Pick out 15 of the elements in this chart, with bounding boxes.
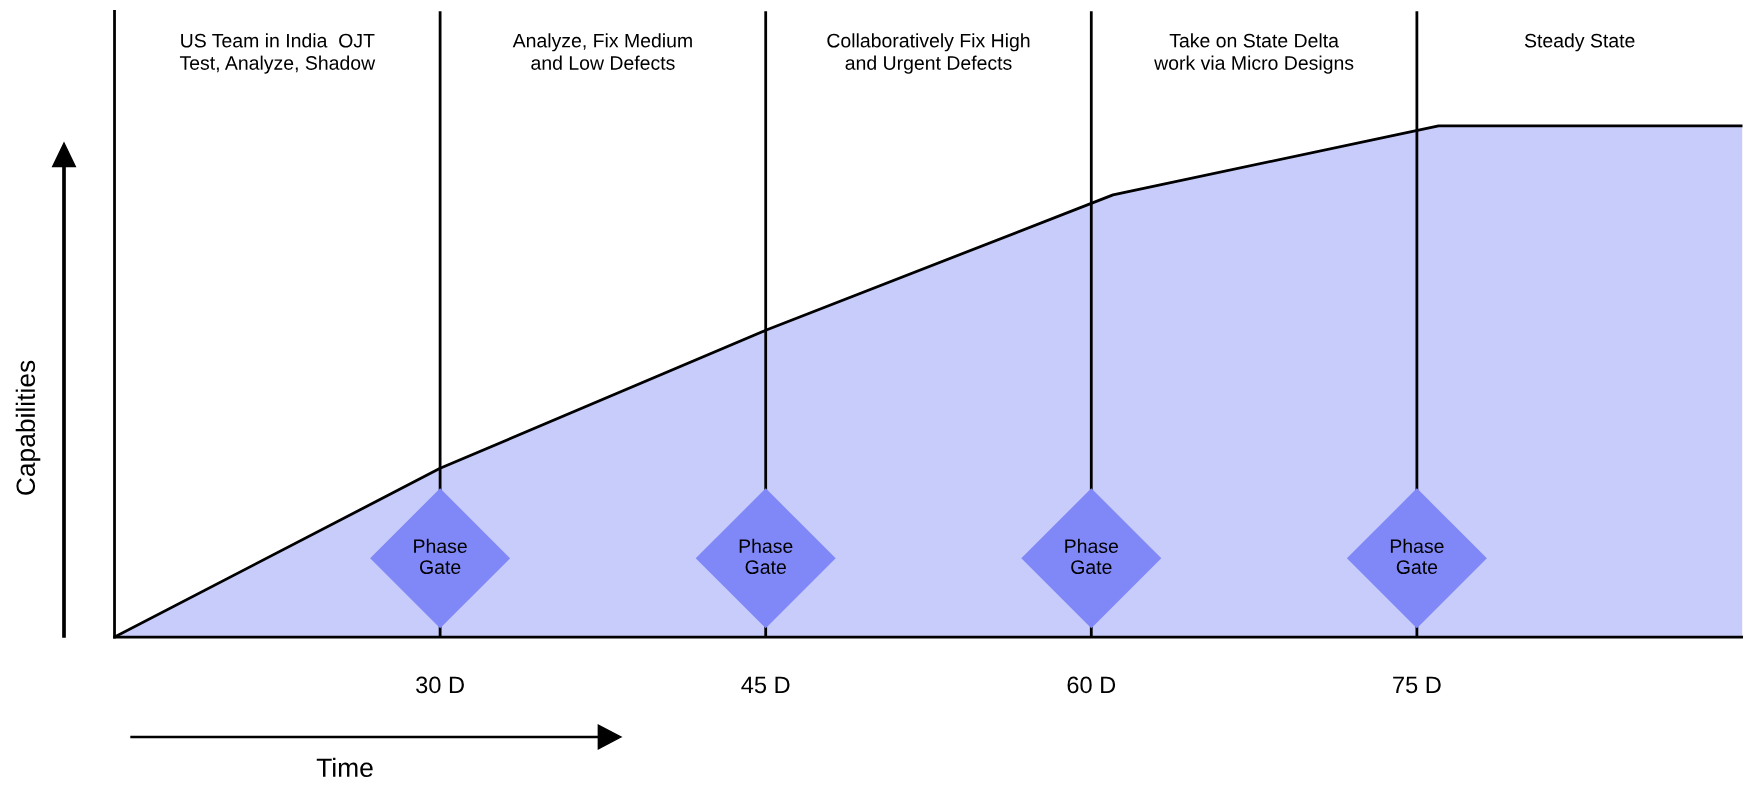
x-tick-label: 30 D <box>416 676 464 694</box>
x-axis-title: Time <box>316 757 373 778</box>
text: Collaboratively Fix High and Urgent Defects <box>827 33 1030 74</box>
y-axis-title: Capabilities <box>15 360 41 495</box>
text: Analyze, Fix Medium and Low Defects <box>512 33 692 70</box>
ref-line-label: Phase Gate <box>1390 538 1444 574</box>
x-tick-label: 75 D <box>1393 676 1441 694</box>
ref-line-label: Phase Gate <box>739 538 793 574</box>
text: Steady State <box>1524 33 1635 52</box>
x-tick-label: 45 D <box>741 676 790 694</box>
x-tick-label: 60 D <box>1067 676 1116 694</box>
text: US Team in India OJT Test, Analyze, Shadow <box>179 33 376 74</box>
text: Take on State Delta work via Micro Designs <box>1154 33 1354 74</box>
ref-line-label: Phase Gate <box>1065 538 1118 574</box>
ref-line-label: Phase Gate <box>414 538 467 574</box>
